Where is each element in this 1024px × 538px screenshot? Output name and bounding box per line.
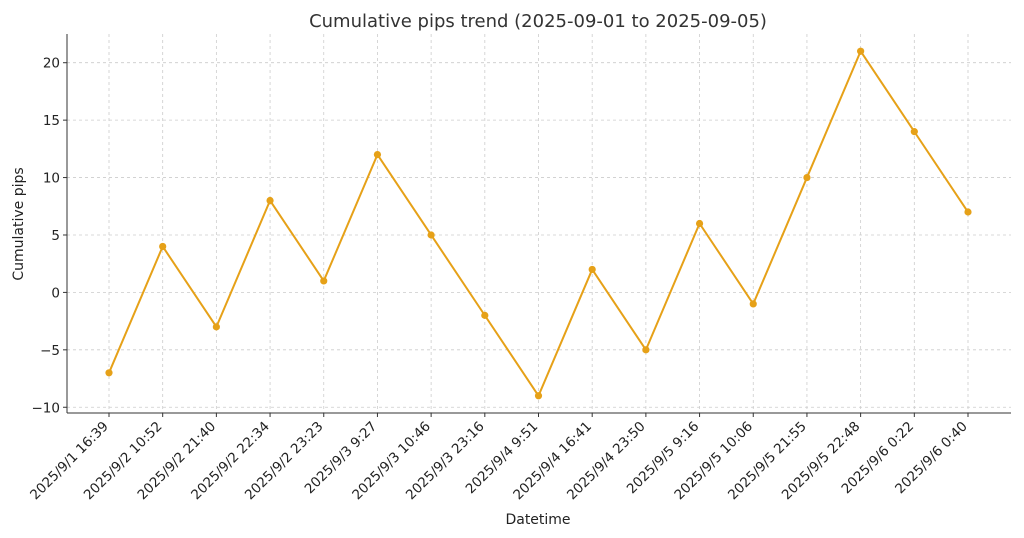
y-tick-label: 15 (43, 113, 60, 129)
data-point (373, 150, 382, 159)
y-tick-label: 10 (43, 171, 60, 187)
y-tick-label: 20 (43, 56, 60, 72)
grid (67, 34, 1011, 413)
data-point (105, 369, 113, 377)
data-point (212, 323, 220, 331)
y-tick-label: 5 (51, 228, 60, 244)
data-point (964, 208, 972, 216)
data-point (588, 265, 596, 274)
data-point (159, 242, 167, 251)
y-tick-label: 0 (51, 285, 60, 301)
y-ticks: −10 −5 0 5 10 15 20 (32, 56, 67, 416)
y-axis-label: Cumulative pips (11, 167, 27, 280)
data-point (857, 47, 865, 55)
data-point (266, 196, 274, 205)
data-point (695, 219, 704, 228)
y-tick-label: −5 (40, 343, 60, 359)
y-tick-label: −10 (32, 400, 61, 416)
data-point (320, 277, 328, 285)
data-point (642, 346, 650, 354)
axes (66, 34, 1011, 414)
data-point (749, 300, 757, 308)
data-point (910, 128, 918, 136)
data-point (481, 311, 489, 319)
series-cumulative-pips (105, 47, 972, 400)
chart-title: Cumulative pips trend (2025-09-01 to 202… (309, 11, 767, 32)
x-axis-label: Datetime (505, 512, 570, 528)
data-point (534, 392, 543, 400)
data-point (427, 231, 435, 239)
data-point (803, 173, 811, 182)
